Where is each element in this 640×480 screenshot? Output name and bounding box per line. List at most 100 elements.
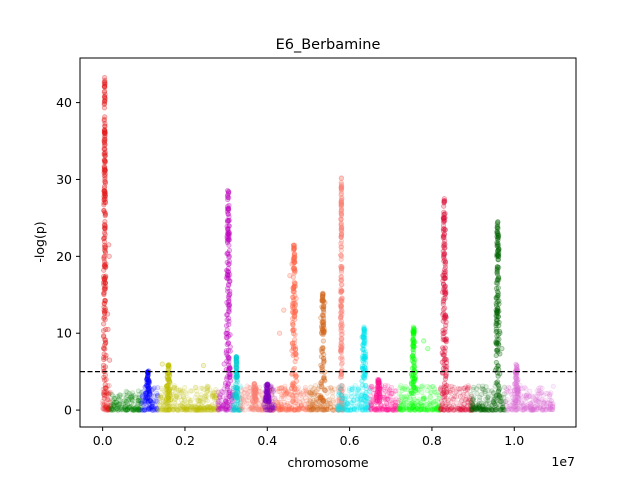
data-point <box>397 385 403 391</box>
data-point <box>102 390 108 396</box>
data-point <box>102 84 108 90</box>
data-point <box>495 362 501 369</box>
data-point <box>100 406 107 412</box>
data-point <box>240 403 246 409</box>
data-point <box>101 157 108 163</box>
data-point <box>102 297 108 304</box>
data-point <box>101 334 107 340</box>
data-point <box>312 383 319 389</box>
data-point <box>322 387 328 394</box>
highlight-point <box>105 326 111 332</box>
data-point <box>103 376 109 383</box>
data-point <box>404 394 410 400</box>
data-point <box>361 340 368 346</box>
data-point <box>264 385 270 391</box>
data-point <box>311 392 317 398</box>
data-point <box>391 397 397 403</box>
data-point <box>493 402 499 408</box>
data-point <box>101 345 107 351</box>
data-point <box>224 251 230 257</box>
data-point <box>200 385 206 391</box>
data-point <box>360 346 366 352</box>
data-point <box>102 263 108 269</box>
data-point <box>128 396 134 402</box>
data-point <box>463 396 469 403</box>
data-point <box>488 403 494 409</box>
data-point <box>339 311 345 317</box>
data-point <box>102 167 108 173</box>
data-point <box>143 392 149 398</box>
data-point <box>263 394 269 401</box>
data-point <box>342 403 349 409</box>
data-point <box>493 320 499 327</box>
data-point <box>290 393 296 399</box>
data-point <box>485 397 491 404</box>
data-point <box>338 211 344 217</box>
data-point <box>547 406 553 412</box>
data-point <box>117 392 123 398</box>
data-point <box>101 400 107 406</box>
data-point <box>101 354 107 361</box>
data-point <box>102 128 108 134</box>
data-point <box>339 320 345 327</box>
data-point <box>102 404 108 411</box>
data-point <box>291 279 297 285</box>
data-point <box>442 266 448 273</box>
data-point <box>102 126 108 133</box>
data-point <box>427 402 433 408</box>
data-point <box>101 356 107 363</box>
data-point <box>105 397 111 403</box>
data-point <box>106 406 112 413</box>
data-point <box>107 389 113 395</box>
data-point <box>375 387 381 394</box>
data-point <box>130 398 136 404</box>
data-point <box>215 398 221 405</box>
data-point <box>101 290 107 296</box>
data-point <box>474 386 480 392</box>
data-point <box>101 208 107 214</box>
data-point <box>493 339 499 345</box>
data-point <box>310 405 316 411</box>
data-point <box>102 159 108 165</box>
data-point <box>126 404 132 411</box>
data-point <box>414 406 420 412</box>
data-point <box>128 394 134 400</box>
data-point <box>102 226 108 232</box>
data-point <box>521 403 527 410</box>
data-point <box>181 405 187 411</box>
data-point <box>194 397 200 403</box>
data-point <box>246 389 252 395</box>
x-tick-label: 0.4 <box>257 433 277 448</box>
data-point <box>494 268 500 275</box>
data-point <box>132 407 138 413</box>
data-point <box>115 393 121 400</box>
data-point <box>101 289 107 296</box>
data-point <box>135 401 141 407</box>
data-point <box>106 405 112 411</box>
highlight-point <box>289 261 295 267</box>
data-point <box>361 393 367 399</box>
data-point <box>101 79 107 86</box>
data-point <box>135 388 141 394</box>
data-point <box>442 218 448 224</box>
data-point <box>101 83 108 89</box>
data-point <box>291 255 297 261</box>
data-point <box>106 406 112 412</box>
data-point <box>298 403 304 409</box>
data-point <box>102 77 108 84</box>
data-point <box>441 380 448 386</box>
highlight-point <box>339 196 345 202</box>
data-point <box>102 189 108 195</box>
data-point <box>349 385 355 391</box>
data-point <box>102 94 108 100</box>
highlight-point <box>224 238 230 244</box>
data-point <box>239 394 245 400</box>
data-point <box>122 403 128 409</box>
data-point <box>165 395 172 401</box>
data-point <box>132 406 138 412</box>
data-point <box>116 401 122 408</box>
data-point <box>102 279 108 286</box>
data-point <box>103 402 109 408</box>
highlight-point <box>339 265 345 271</box>
data-point <box>270 405 276 411</box>
